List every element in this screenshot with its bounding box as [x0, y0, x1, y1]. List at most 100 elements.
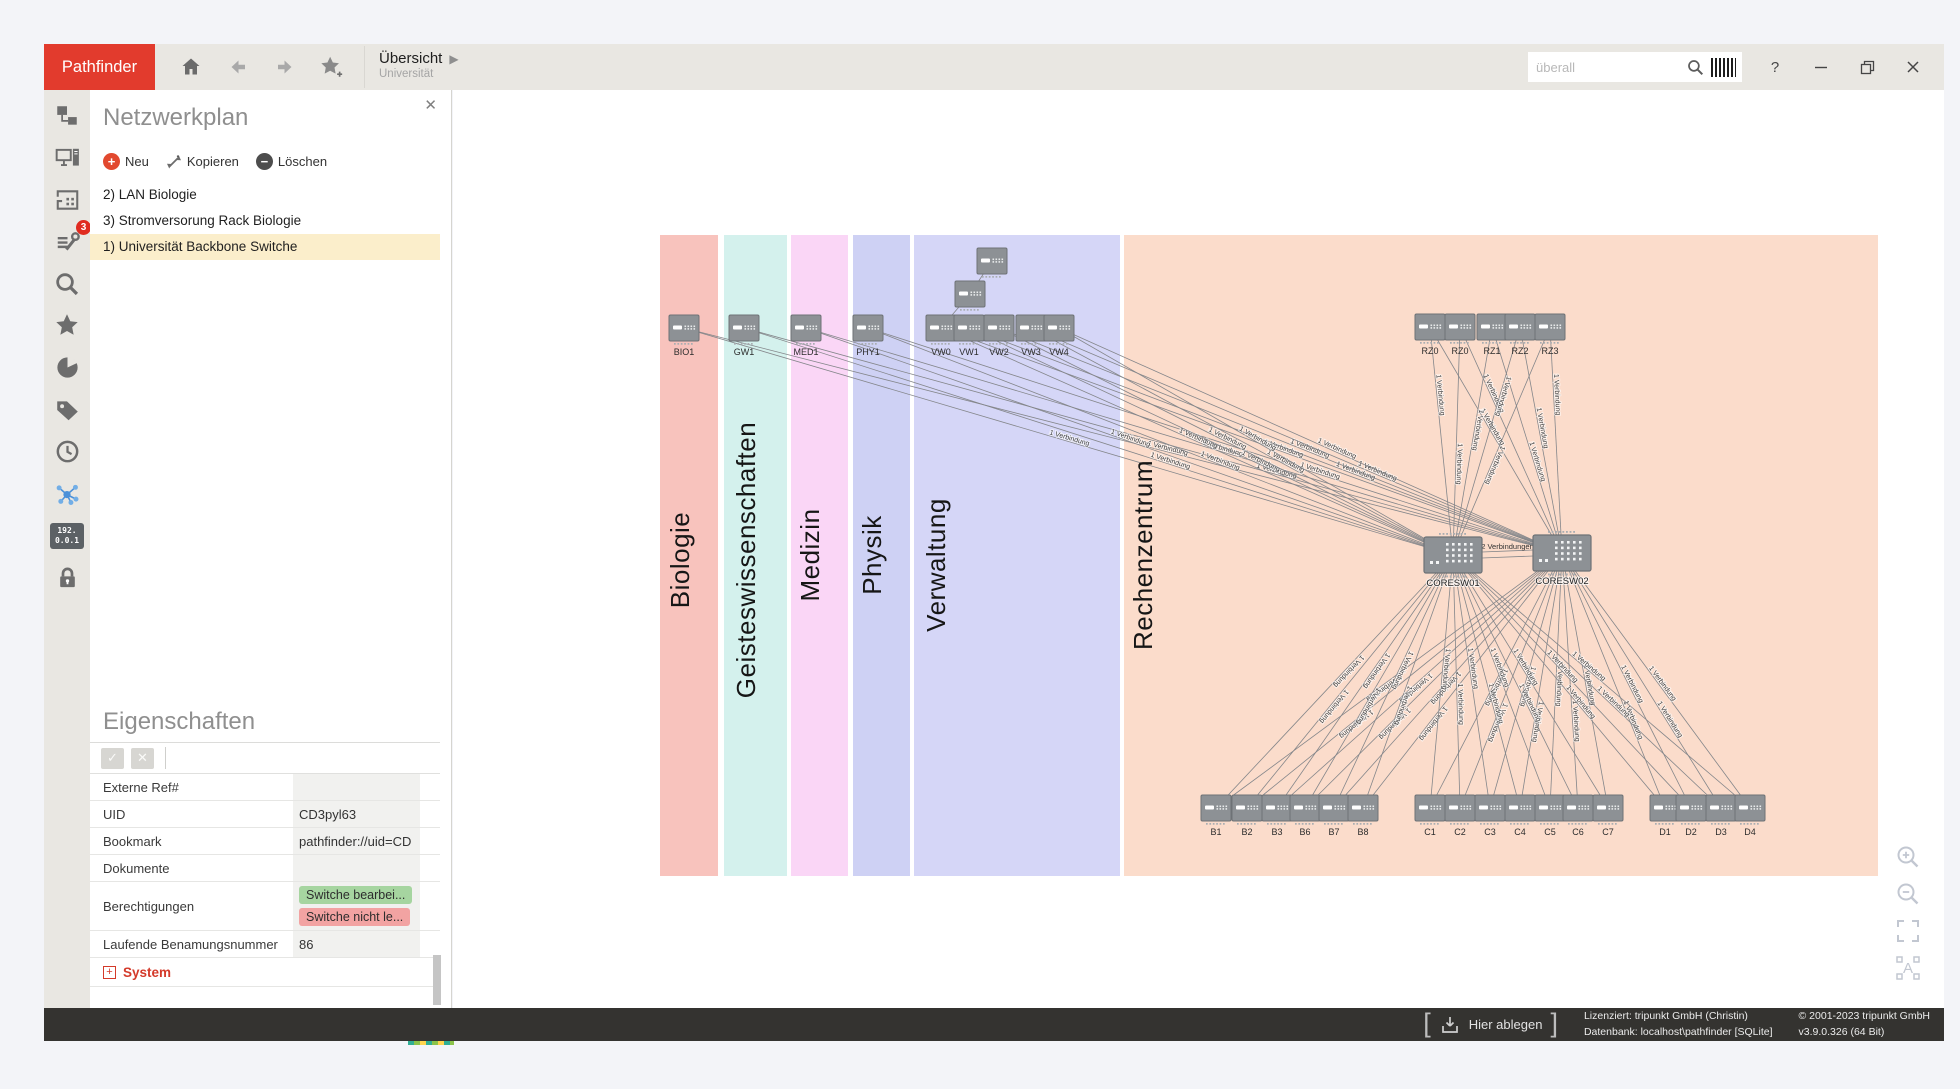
help-button[interactable]: ?	[1770, 58, 1780, 76]
sidebar-item-tags[interactable]	[50, 393, 84, 426]
switch-node-C6[interactable]: C6	[1562, 794, 1594, 837]
back-button[interactable]	[225, 54, 251, 80]
sidebar-item-topology[interactable]	[50, 477, 84, 510]
discard-button[interactable]: ✕	[131, 747, 154, 769]
switch-node-B8[interactable]: B8	[1347, 794, 1379, 837]
property-label: UID	[103, 806, 126, 822]
clock-icon	[56, 440, 78, 463]
switch-node-PHY1[interactable]: PHY1	[852, 314, 884, 357]
switch-node-VW4[interactable]: VW4	[1043, 314, 1075, 357]
network-diagram: 1 Verbindung 1 Verbindung 1 Verbindung 1 Ve…	[660, 235, 1878, 876]
switch-node-B6[interactable]: B6	[1289, 794, 1321, 837]
fit-view-button[interactable]	[1893, 916, 1923, 946]
properties-section: Eigenschaften ✓ ✕ Externe Ref# UID CD3pyl6…	[90, 708, 440, 987]
list-item[interactable]: 3) Stromversorung Rack Biologie	[103, 213, 302, 228]
zone-physik	[853, 235, 910, 876]
switch-label: C3	[1484, 827, 1496, 837]
sidebar-item-floor-plan[interactable]	[50, 183, 84, 216]
switch-node-BIO1[interactable]: BIO1	[668, 314, 700, 357]
switch-node-GW1[interactable]: GW1	[728, 314, 760, 357]
restore-icon	[1860, 60, 1874, 74]
sidebar-item-ip-addresses[interactable]: 192. 0.0.1	[50, 519, 84, 552]
search-icon[interactable]	[1686, 58, 1705, 77]
switch-node-C7[interactable]: C7	[1592, 794, 1624, 837]
connection-line	[1491, 326, 1563, 554]
list-item[interactable]: 2) LAN Biologie	[103, 187, 197, 202]
switch-node-D3[interactable]: D3	[1705, 794, 1737, 837]
switch-node-RZ1[interactable]: RZ1	[1476, 313, 1508, 356]
sidebar-item-favorites[interactable]	[50, 309, 84, 342]
sidebar-item-network-plan[interactable]	[50, 99, 84, 132]
drop-zone[interactable]: [ Hier ablegen ]	[1423, 1009, 1558, 1037]
copyright-line: © 2001-2023 tripunkt GmbH	[1798, 1010, 1930, 1023]
switch-node-D4[interactable]: D4	[1734, 794, 1766, 837]
copy-button[interactable]: Kopieren	[166, 154, 239, 170]
switch-node[interactable]	[976, 247, 1008, 278]
switch-node-VW1[interactable]: VW1	[953, 314, 985, 357]
switch-node[interactable]	[954, 280, 986, 311]
switch-node-B3[interactable]: B3	[1261, 794, 1293, 837]
switch-node-MED1[interactable]: MED1	[790, 314, 822, 357]
panel-close-icon[interactable]: ✕	[424, 97, 437, 114]
sidebar-item-history[interactable]	[50, 435, 84, 468]
core-switch-node-CORESW01[interactable]: CORESW01	[1423, 533, 1483, 590]
property-row: Externe Ref#	[90, 774, 440, 801]
connection-line	[998, 327, 1454, 556]
arrow-left-icon	[231, 60, 245, 74]
minimize-button[interactable]	[1798, 44, 1844, 90]
sidebar-item-devices[interactable]	[50, 141, 84, 174]
sidebar-item-tasks[interactable]: 3	[50, 220, 91, 258]
sidebar-item-statistics[interactable]	[50, 351, 84, 384]
system-group-row[interactable]: + System	[90, 958, 440, 987]
minimize-icon	[1815, 66, 1827, 69]
zoom-out-button[interactable]	[1893, 879, 1923, 909]
expand-icon[interactable]: +	[103, 965, 116, 979]
switch-node-VW3[interactable]: VW3	[1015, 314, 1047, 357]
connection-line	[1481, 549, 1534, 553]
switch-label: VW4	[1049, 347, 1069, 357]
switch-label: B6	[1299, 827, 1310, 837]
app-logo[interactable]: Pathfinder	[44, 44, 155, 90]
switch-node-C3[interactable]: C3	[1474, 794, 1506, 837]
close-button[interactable]	[1890, 44, 1936, 90]
switch-node-RZ3[interactable]: RZ3	[1534, 313, 1566, 356]
zoom-in-button[interactable]	[1893, 842, 1923, 872]
home-button[interactable]	[178, 54, 204, 80]
core-switch-node-CORESW02[interactable]: CORESW02	[1532, 531, 1592, 588]
apply-button[interactable]: ✓	[101, 747, 124, 769]
connection-line	[867, 327, 1563, 554]
breadcrumb[interactable]: Übersicht ▶ Universität	[364, 46, 459, 88]
sidebar-item-search[interactable]	[50, 267, 84, 300]
switch-node-RZ0[interactable]: RZ0	[1444, 313, 1476, 356]
delete-button[interactable]: − Löschen	[255, 153, 327, 170]
switch-label: GW1	[734, 347, 755, 357]
new-button[interactable]: + Neu	[103, 153, 149, 170]
switch-node-B1[interactable]: B1	[1200, 794, 1232, 837]
switch-node-D1[interactable]: D1	[1649, 794, 1681, 837]
switch-node-B7[interactable]: B7	[1318, 794, 1350, 837]
switch-node-C4[interactable]: C4	[1504, 794, 1536, 837]
label-tool-icon: A	[1896, 956, 1920, 980]
restore-button[interactable]	[1844, 44, 1890, 90]
list-item[interactable]: 1) Universität Backbone Switche	[90, 234, 440, 260]
breadcrumb-current[interactable]: Übersicht	[379, 50, 443, 67]
connection-line	[1452, 326, 1551, 556]
switch-node-C1[interactable]: C1	[1414, 794, 1446, 837]
star-icon	[56, 314, 78, 335]
search-input[interactable]	[1536, 59, 1680, 75]
switch-label: RZ0	[1451, 346, 1468, 356]
favorite-add-button[interactable]	[319, 54, 345, 80]
property-value: pathfinder://uid=CD	[293, 828, 420, 854]
search-box[interactable]	[1528, 52, 1742, 82]
forward-button[interactable]	[272, 54, 298, 80]
switch-node-RZ2[interactable]: RZ2	[1504, 313, 1536, 356]
connection-line	[1489, 552, 1563, 809]
label-tool-button[interactable]: A	[1893, 953, 1923, 983]
connection-line	[1459, 326, 1563, 554]
sidebar-item-security[interactable]	[50, 561, 84, 594]
barcode-scan-icon[interactable]	[1711, 57, 1736, 77]
panel-scrollbar[interactable]	[433, 955, 441, 1005]
network-canvas[interactable]: 1 Verbindung 1 Verbindung 1 Verbindung 1 Ve…	[453, 90, 1944, 1008]
switch-node-C2[interactable]: C2	[1444, 794, 1476, 837]
switch-node-VW2[interactable]: VW2	[983, 314, 1015, 357]
